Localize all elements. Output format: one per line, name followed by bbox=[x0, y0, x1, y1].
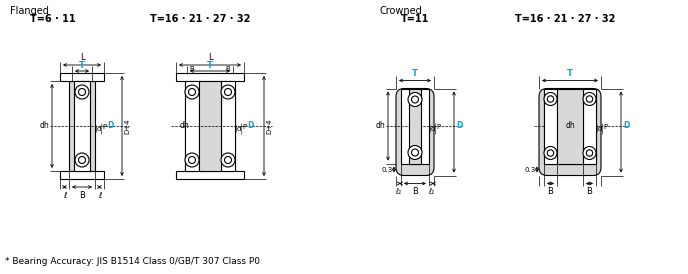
Text: ℓ₁: ℓ₁ bbox=[429, 187, 435, 196]
Text: d: d bbox=[598, 126, 603, 132]
Text: D+4: D+4 bbox=[124, 118, 130, 134]
Text: L: L bbox=[208, 53, 213, 62]
Bar bbox=[583, 89, 596, 164]
Text: 0.3: 0.3 bbox=[382, 167, 393, 173]
Text: B: B bbox=[412, 187, 418, 196]
Text: D: D bbox=[107, 121, 114, 130]
Circle shape bbox=[547, 150, 554, 156]
Text: d: d bbox=[237, 126, 241, 132]
Circle shape bbox=[547, 96, 554, 102]
Text: T: T bbox=[79, 61, 85, 70]
Text: T: T bbox=[412, 68, 418, 78]
Circle shape bbox=[185, 153, 199, 167]
Circle shape bbox=[75, 85, 89, 99]
Bar bbox=[176, 73, 244, 81]
Text: B: B bbox=[226, 66, 230, 72]
Circle shape bbox=[586, 150, 592, 156]
Text: P: P bbox=[603, 124, 607, 130]
Circle shape bbox=[586, 96, 592, 102]
Bar bbox=[185, 81, 199, 171]
Text: T=6 · 11: T=6 · 11 bbox=[30, 14, 76, 24]
Circle shape bbox=[411, 149, 418, 156]
Bar bbox=[409, 89, 421, 164]
Bar bbox=[199, 81, 221, 171]
Circle shape bbox=[583, 147, 596, 159]
Text: Flanged: Flanged bbox=[10, 6, 49, 16]
Text: B: B bbox=[79, 191, 85, 200]
Text: L: L bbox=[80, 53, 85, 62]
Circle shape bbox=[221, 85, 235, 99]
Circle shape bbox=[544, 147, 557, 159]
Text: d: d bbox=[431, 126, 436, 132]
Bar bbox=[185, 81, 235, 171]
Text: D+4: D+4 bbox=[266, 118, 272, 134]
Circle shape bbox=[189, 156, 195, 164]
Text: dh: dh bbox=[565, 121, 575, 130]
Circle shape bbox=[78, 89, 85, 96]
Text: B: B bbox=[587, 187, 592, 196]
Circle shape bbox=[583, 93, 596, 105]
FancyBboxPatch shape bbox=[539, 89, 601, 176]
Text: B: B bbox=[548, 187, 553, 196]
Bar bbox=[60, 171, 104, 179]
Circle shape bbox=[408, 93, 422, 107]
Bar bbox=[544, 89, 596, 164]
Circle shape bbox=[221, 153, 235, 167]
Text: P: P bbox=[102, 124, 106, 130]
Text: dh: dh bbox=[375, 121, 385, 130]
FancyBboxPatch shape bbox=[396, 89, 434, 176]
Text: 0.3: 0.3 bbox=[525, 167, 536, 173]
Text: D: D bbox=[623, 121, 630, 130]
Bar bbox=[557, 89, 583, 164]
Circle shape bbox=[224, 156, 231, 164]
Text: D: D bbox=[456, 121, 462, 130]
Text: T: T bbox=[207, 61, 213, 70]
Text: ℓ: ℓ bbox=[63, 191, 66, 200]
Circle shape bbox=[75, 153, 89, 167]
Bar bbox=[176, 171, 244, 179]
Text: Crowned: Crowned bbox=[380, 6, 422, 16]
Text: P: P bbox=[436, 124, 440, 130]
Circle shape bbox=[224, 89, 231, 96]
Circle shape bbox=[544, 93, 557, 105]
Circle shape bbox=[411, 96, 418, 103]
Bar bbox=[221, 81, 235, 171]
Bar bbox=[60, 73, 104, 81]
Bar bbox=[401, 89, 429, 164]
Text: T=16 · 21 · 27 · 32: T=16 · 21 · 27 · 32 bbox=[515, 14, 615, 24]
Text: d: d bbox=[97, 126, 101, 132]
Text: ℓ₁: ℓ₁ bbox=[396, 187, 402, 196]
Text: dh: dh bbox=[39, 121, 49, 130]
Text: dh: dh bbox=[180, 121, 190, 130]
Bar bbox=[544, 89, 557, 164]
Circle shape bbox=[185, 85, 199, 99]
Text: P: P bbox=[242, 124, 246, 130]
Text: T=16 · 21 · 27 · 32: T=16 · 21 · 27 · 32 bbox=[150, 14, 250, 24]
Text: T=11: T=11 bbox=[401, 14, 429, 24]
Bar bbox=[69, 81, 95, 171]
Text: D: D bbox=[247, 121, 253, 130]
Circle shape bbox=[78, 156, 85, 164]
Circle shape bbox=[408, 145, 422, 159]
Bar bbox=[74, 81, 90, 171]
Text: * Bearing Accuracy: JIS B1514 Class 0/GB/T 307 Class P0: * Bearing Accuracy: JIS B1514 Class 0/GB… bbox=[5, 257, 260, 266]
Text: T: T bbox=[567, 68, 573, 78]
Circle shape bbox=[189, 89, 195, 96]
Text: ℓ: ℓ bbox=[98, 191, 101, 200]
Text: B: B bbox=[190, 66, 195, 72]
